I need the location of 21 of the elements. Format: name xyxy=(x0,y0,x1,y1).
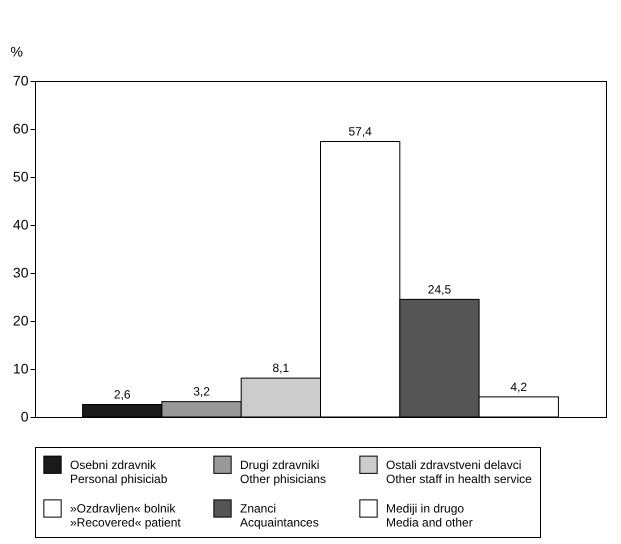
y-tick-label: 10 xyxy=(12,360,29,376)
legend-label: »Ozdravljen« bolnik »Recovered« patient xyxy=(70,502,182,530)
data-label: 24,5 xyxy=(428,282,452,296)
y-tick-label: 20 xyxy=(12,312,29,328)
y-tick-label: 0 xyxy=(20,408,29,424)
data-label: 4,2 xyxy=(510,380,528,394)
y-tick-label: 70 xyxy=(12,72,29,88)
y-tick-label: 40 xyxy=(12,216,29,232)
legend-label: Ostali zdravstveni delavci Other staff in health service xyxy=(386,458,532,486)
y-tick-label: 50 xyxy=(12,168,29,184)
legend-label: Drugi zdravniki Other phisicians xyxy=(240,458,326,486)
data-label: 57,4 xyxy=(348,124,372,138)
legend-label: Osebni zdravnik Personal phisiciab xyxy=(70,458,168,486)
data-label: 3,2 xyxy=(193,384,210,399)
legend-label: Znanci Acquaintances xyxy=(240,502,319,530)
legend-label: Mediji in drugo Media and other xyxy=(386,502,473,530)
y-tick-label: 60 xyxy=(12,120,29,136)
data-label: 8,1 xyxy=(272,361,290,376)
y-axis-title: % xyxy=(10,44,23,60)
data-label: 2,6 xyxy=(114,388,131,402)
y-tick-label: 30 xyxy=(12,264,29,280)
